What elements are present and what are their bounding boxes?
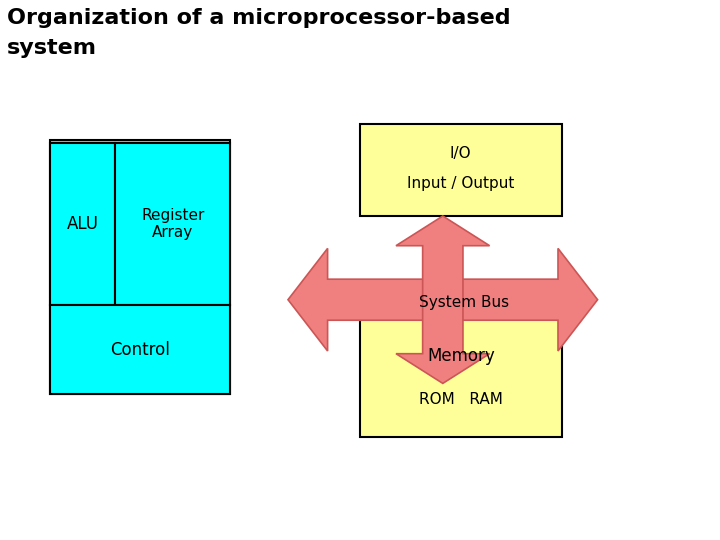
Text: ALU: ALU — [67, 215, 99, 233]
FancyBboxPatch shape — [360, 124, 562, 216]
Text: Memory: Memory — [427, 347, 495, 366]
Text: I/O: I/O — [450, 146, 472, 161]
FancyBboxPatch shape — [50, 305, 230, 394]
Text: ROM   RAM: ROM RAM — [419, 392, 503, 407]
Text: Organization of a microprocessor-based: Organization of a microprocessor-based — [7, 8, 510, 28]
Polygon shape — [396, 216, 490, 383]
Text: Input / Output: Input / Output — [407, 176, 515, 191]
FancyBboxPatch shape — [50, 140, 230, 394]
FancyBboxPatch shape — [115, 143, 230, 305]
Text: Control: Control — [110, 341, 171, 359]
FancyBboxPatch shape — [50, 143, 115, 305]
Text: System Bus: System Bus — [419, 295, 510, 310]
Text: system: system — [7, 38, 97, 58]
FancyBboxPatch shape — [360, 319, 562, 437]
Polygon shape — [288, 248, 598, 351]
Text: Register
Array: Register Array — [141, 208, 204, 240]
